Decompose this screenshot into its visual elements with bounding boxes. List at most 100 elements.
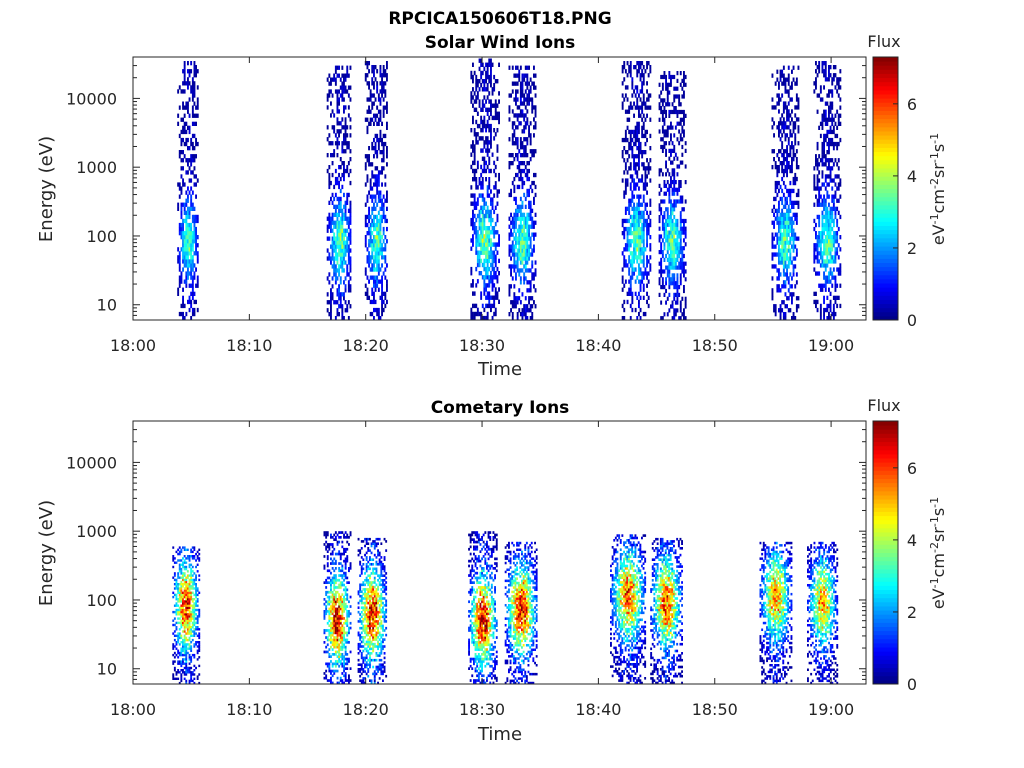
heat-cell: [673, 148, 676, 153]
colorbar-step: [873, 143, 898, 148]
heat-cell: [188, 263, 191, 268]
heat-cell: [794, 176, 797, 182]
heat-cell: [373, 121, 375, 126]
heat-cell: [343, 244, 345, 249]
heat-cell: [187, 101, 189, 106]
heat-cell: [524, 260, 527, 265]
heat-cell: [496, 266, 499, 272]
heat-cell: [681, 230, 684, 235]
heat-cell: [828, 129, 830, 135]
heat-cell: [196, 218, 199, 224]
heat-cell: [481, 103, 484, 108]
heat-cell: [819, 239, 822, 244]
heat-cell: [636, 210, 639, 215]
heat-cell: [773, 149, 775, 154]
heat-cell: [638, 154, 640, 159]
heat-cell: [180, 606, 183, 609]
heat-cell: [343, 280, 345, 285]
heat-cell: [521, 180, 524, 186]
heat-cell: [679, 71, 682, 76]
heat-cell: [515, 276, 517, 281]
heat-cell: [511, 252, 514, 257]
heat-cell: [526, 212, 529, 217]
heat-cell: [183, 617, 186, 620]
heat-cell: [386, 190, 388, 195]
heat-cell: [183, 561, 186, 564]
heat-cell: [343, 240, 345, 245]
heat-cell: [330, 292, 332, 297]
colorbar-frame: [872, 56, 899, 321]
heat-cell: [663, 285, 666, 290]
heat-cell: [180, 303, 183, 309]
heat-cell: [180, 158, 183, 163]
heat-cell: [190, 291, 193, 296]
heat-cell: [196, 563, 199, 566]
heat-cell: [629, 263, 632, 268]
heat-cell: [182, 606, 184, 609]
heat-cell: [815, 303, 817, 309]
heat-cell: [196, 677, 199, 680]
heat-cell: [837, 166, 840, 171]
colorbar-step: [873, 89, 898, 95]
heat-cell: [644, 178, 647, 183]
heat-cell: [526, 280, 529, 285]
heat-cell: [381, 85, 383, 90]
heat-cell: [824, 279, 827, 284]
heat-cell: [641, 69, 644, 74]
heat-cell: [828, 146, 830, 151]
heat-cell: [516, 312, 519, 317]
heat-cell: [834, 194, 837, 199]
heat-cell: [486, 230, 489, 235]
colorbar-step: [873, 295, 898, 300]
heat-cell: [639, 214, 642, 220]
heat-cell: [188, 615, 191, 618]
heat-cell: [670, 183, 672, 188]
heat-cell: [823, 311, 825, 317]
heat-cell: [183, 77, 186, 82]
heat-cell: [773, 304, 775, 309]
heat-cell: [349, 149, 352, 154]
heat-cell: [483, 79, 486, 84]
heat-cell: [328, 89, 331, 94]
heat-cell: [480, 221, 483, 227]
heat-cell: [529, 121, 532, 126]
heat-cell: [344, 89, 347, 94]
heat-cell: [343, 161, 345, 166]
heat-cell: [641, 125, 644, 130]
heat-cell: [795, 176, 798, 182]
heat-cell: [195, 602, 197, 605]
heat-cell: [670, 176, 672, 181]
heat-cell: [671, 148, 674, 153]
heat-cell: [185, 275, 188, 280]
heat-cell: [829, 178, 832, 183]
heat-cell: [634, 222, 637, 228]
heat-cell: [508, 161, 511, 166]
heat-cell: [183, 600, 186, 603]
heat-cell: [649, 65, 652, 70]
heat-cell: [182, 287, 184, 292]
heat-cell: [670, 78, 672, 83]
heat-cell: [515, 272, 517, 277]
heat-cell: [186, 557, 189, 560]
heat-cell: [521, 141, 524, 146]
heat-cell: [483, 119, 486, 125]
heat-cell: [513, 121, 516, 126]
heat-cell: [683, 288, 685, 294]
heat-cell: [475, 217, 478, 223]
heat-cell: [190, 141, 193, 147]
heat-cell: [188, 206, 191, 211]
heat-cell: [376, 182, 379, 187]
heat-cell: [824, 247, 827, 252]
heat-cell: [483, 279, 486, 284]
heat-cell: [374, 113, 377, 118]
heat-cell: [778, 97, 780, 102]
heat-cell: [384, 267, 387, 272]
heat-cell: [837, 267, 840, 272]
heat-cell: [628, 166, 631, 171]
heat-cell: [386, 101, 388, 106]
heat-cell: [478, 99, 481, 104]
heat-cell: [523, 244, 526, 249]
heat-cell: [339, 236, 342, 241]
heat-cell: [486, 148, 489, 153]
heat-cell: [511, 264, 514, 269]
